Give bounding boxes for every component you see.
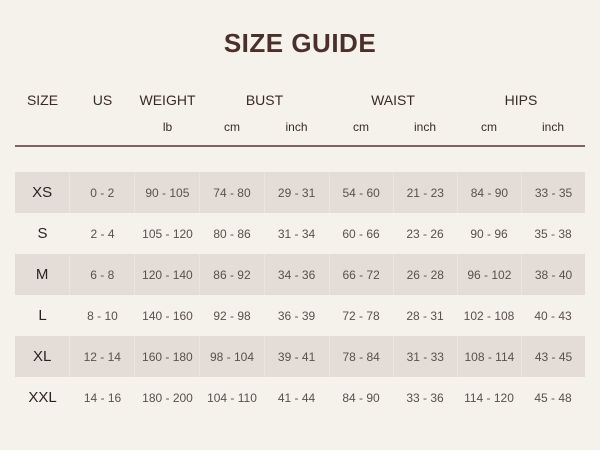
table-row: S 2 - 4 105 - 120 80 - 86 31 - 34 60 - 66 23 -… bbox=[15, 213, 585, 254]
subheader-bust-inch: inch bbox=[285, 120, 308, 134]
table-cell: 23 - 26 bbox=[406, 226, 444, 241]
table-cell: 78 - 84 bbox=[328, 336, 393, 377]
subheader-waist-inch: inch bbox=[413, 120, 436, 134]
table-cell: 74 - 80 bbox=[199, 172, 263, 213]
table-cell: 96 - 102 bbox=[456, 254, 521, 295]
table-row: L 8 - 10 140 - 160 92 - 98 36 - 39 72 - 78 28 … bbox=[15, 295, 585, 336]
table-cell: 54 - 60 bbox=[328, 172, 393, 213]
table-cell: 92 - 98 bbox=[213, 308, 251, 323]
table-cell: 108 - 114 bbox=[456, 336, 521, 377]
size-label: M bbox=[35, 266, 49, 283]
table-cell: 26 - 28 bbox=[392, 254, 457, 295]
header-weight: WEIGHT bbox=[139, 92, 196, 108]
table-cell: 36 - 39 bbox=[277, 308, 316, 323]
size-table: XS 0 - 2 90 - 105 74 - 80 29 - 31 54 - 60 21 -… bbox=[15, 172, 585, 418]
header-bust: BUST bbox=[245, 92, 284, 108]
size-label: XL bbox=[32, 348, 52, 365]
subheader-waist-cm: cm bbox=[353, 120, 369, 134]
table-cell: 86 - 92 bbox=[199, 254, 263, 295]
table-cell: 90 - 105 bbox=[134, 172, 199, 213]
table-cell: 180 - 200 bbox=[142, 390, 193, 405]
header-size: SIZE bbox=[26, 92, 59, 108]
table-cell: 38 - 40 bbox=[520, 254, 585, 295]
table-cell: 80 - 86 bbox=[213, 226, 251, 241]
page-title: SIZE GUIDE bbox=[223, 28, 377, 58]
header-divider bbox=[15, 145, 585, 147]
table-cell: 8 - 10 bbox=[87, 308, 118, 323]
table-cell: 140 - 160 bbox=[142, 308, 193, 323]
table-cell: 84 - 90 bbox=[342, 390, 380, 405]
table-cell: 31 - 33 bbox=[392, 336, 457, 377]
table-row: XS 0 - 2 90 - 105 74 - 80 29 - 31 54 - 60 21 -… bbox=[15, 172, 585, 213]
table-cell: 114 - 120 bbox=[464, 390, 514, 405]
table-cell: 28 - 31 bbox=[406, 308, 444, 323]
table-cell: 33 - 36 bbox=[406, 390, 444, 405]
header-waist: WAIST bbox=[371, 92, 415, 108]
table-cell: 104 - 110 bbox=[207, 390, 257, 405]
size-label: XS bbox=[32, 184, 53, 201]
header-hips: HIPS bbox=[504, 92, 538, 108]
table-cell: 34 - 36 bbox=[263, 254, 329, 295]
table-cell: 43 - 45 bbox=[520, 336, 585, 377]
subheader-hips-inch: inch bbox=[541, 120, 564, 134]
table-cell: 160 - 180 bbox=[134, 336, 199, 377]
table-cell: 98 - 104 bbox=[199, 336, 263, 377]
header-us: US bbox=[92, 92, 113, 108]
table-cell: 66 - 72 bbox=[328, 254, 393, 295]
table-cell: 29 - 31 bbox=[263, 172, 329, 213]
table-cell: 102 - 108 bbox=[463, 308, 515, 323]
subheader-weight-lb: lb bbox=[162, 120, 173, 134]
table-cell: 6 - 8 bbox=[69, 254, 134, 295]
table-row: XL 12 - 14 160 - 180 98 - 104 39 - 41 78 - 84… bbox=[15, 336, 585, 377]
subheader-bust-cm: cm bbox=[224, 120, 240, 134]
table-row: XXL 14 - 16 180 - 200 104 - 110 41 - 44 84 - … bbox=[15, 377, 585, 418]
table-cell: 41 - 44 bbox=[277, 390, 316, 405]
table-cell: 0 - 2 bbox=[69, 172, 134, 213]
size-label: XXL bbox=[28, 389, 57, 406]
table-cell: 90 - 96 bbox=[470, 226, 508, 241]
size-label: S bbox=[37, 225, 48, 242]
table-cell: 39 - 41 bbox=[263, 336, 329, 377]
table-cell: 21 - 23 bbox=[392, 172, 457, 213]
table-cell: 2 - 4 bbox=[90, 226, 115, 241]
table-cell: 31 - 34 bbox=[277, 226, 316, 241]
table-cell: 33 - 35 bbox=[520, 172, 585, 213]
table-cell: 45 - 48 bbox=[534, 390, 572, 405]
table-cell: 12 - 14 bbox=[69, 336, 134, 377]
table-cell: 120 - 140 bbox=[134, 254, 199, 295]
table-cell: 72 - 78 bbox=[342, 308, 380, 323]
subheader-hips-cm: cm bbox=[481, 120, 497, 134]
size-label: L bbox=[38, 307, 47, 324]
table-cell: 105 - 120 bbox=[142, 226, 193, 241]
table-cell: 84 - 90 bbox=[456, 172, 521, 213]
table-cell: 14 - 16 bbox=[83, 390, 122, 405]
table-row: M 6 - 8 120 - 140 86 - 92 34 - 36 66 - 72 26 -… bbox=[15, 254, 585, 295]
table-cell: 60 - 66 bbox=[342, 226, 380, 241]
table-cell: 35 - 38 bbox=[534, 226, 572, 241]
table-cell: 40 - 43 bbox=[534, 308, 572, 323]
